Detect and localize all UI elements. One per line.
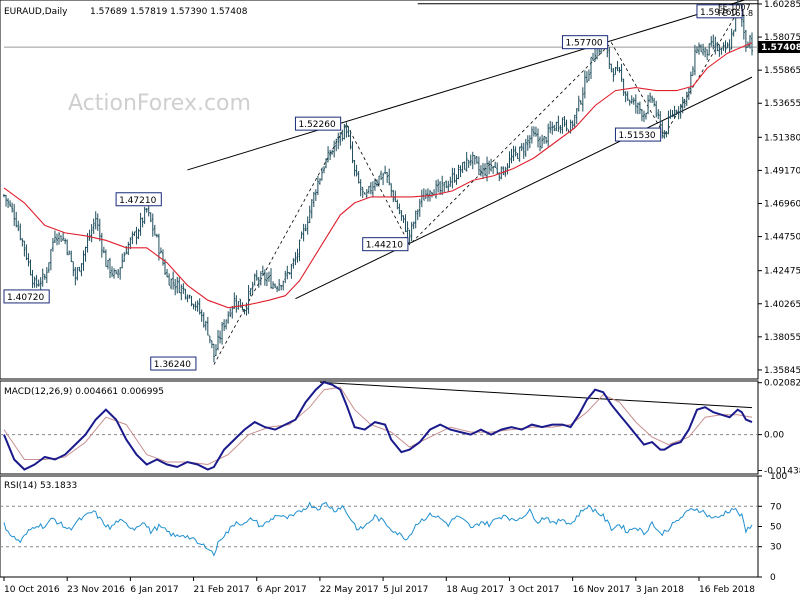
price-annotation-label: 1.51530 bbox=[618, 131, 655, 141]
price-annotation-label: 1.57700 bbox=[565, 39, 602, 49]
sma-line bbox=[3, 42, 753, 309]
y-tick-label: 50 bbox=[770, 523, 782, 533]
y-tick-label: -0.014386 bbox=[764, 466, 800, 476]
fib-extension-label: FE 161.8 bbox=[718, 9, 753, 18]
y-tick-label: 1.55865 bbox=[764, 66, 800, 76]
watermark-text: ActionForex.com bbox=[68, 91, 251, 116]
rsi-series-layer bbox=[0, 501, 758, 557]
price-annotation-box bbox=[115, 192, 162, 207]
y-tick-label: 1.51380 bbox=[764, 133, 800, 143]
price-annotation-label: 1.40720 bbox=[7, 293, 44, 303]
y-tick-label: 1.40265 bbox=[764, 300, 800, 310]
rsi-title: RSI(14) 53.1833 bbox=[4, 481, 77, 491]
last-price-tag-bg bbox=[758, 41, 800, 53]
x-axis: 10 Oct 2016 23 Nov 2016 6 Jan 2017 21 Feb 2… bbox=[3, 577, 755, 595]
chart-ohlc-label: 1.57689 1.57819 1.57390 1.57408 bbox=[90, 7, 248, 17]
price-annotation-label: 1.36240 bbox=[154, 360, 191, 370]
macd-trendline bbox=[319, 381, 753, 409]
price-annotation-box bbox=[150, 356, 197, 371]
y-tick-label: 0.00 bbox=[764, 431, 784, 441]
x-tick-label: 16 Nov 2017 bbox=[573, 585, 631, 595]
macd-pane: MACD(12,26,9) 0.004661 0.006995 0.020827… bbox=[0, 379, 800, 476]
y-tick-label: 1.38055 bbox=[764, 333, 800, 343]
y-tick-label: 1.46960 bbox=[764, 200, 800, 210]
x-tick-label: 16 Feb 2018 bbox=[699, 585, 755, 595]
x-tick-label: 3 Jan 2018 bbox=[636, 585, 684, 595]
price-annotation-box bbox=[561, 35, 609, 50]
chart-symbol-label: EURAUD,Daily bbox=[4, 7, 68, 17]
last-price-tag-text: 1.57408 bbox=[761, 43, 800, 53]
y-tick-label: 70 bbox=[770, 502, 782, 512]
price-annotation-box bbox=[294, 116, 342, 131]
price-annotation-label: 1.52260 bbox=[298, 120, 335, 130]
x-tick-label: 3 Oct 2017 bbox=[509, 585, 559, 595]
rsi-y-axis: 100 70 50 30 0 bbox=[758, 472, 787, 583]
fib-extension-label: FE 1007 bbox=[718, 3, 751, 12]
x-tick-label: 5 Jul 2017 bbox=[383, 585, 428, 595]
x-tick-label: 10 Oct 2016 bbox=[4, 585, 60, 595]
macd-series-layer bbox=[0, 381, 758, 471]
y-tick-label: 1.35845 bbox=[764, 366, 800, 376]
macd-y-axis: 0.020827 0.00 -0.014386 bbox=[758, 379, 800, 476]
y-tick-label: 30 bbox=[770, 543, 782, 553]
price-annotation-label: 1.44210 bbox=[366, 241, 403, 251]
zigzag-dashed-line bbox=[213, 11, 739, 365]
price-annotation-box bbox=[3, 289, 50, 304]
y-tick-label: 100 bbox=[770, 472, 787, 482]
x-tick-label: 22 May 2017 bbox=[320, 585, 379, 595]
y-tick-label: 1.42475 bbox=[764, 267, 800, 277]
y-tick-label: 0.020827 bbox=[764, 379, 800, 389]
x-tick-label: 6 Jan 2017 bbox=[130, 585, 178, 595]
rsi-line bbox=[3, 501, 753, 557]
main-y-axis: 1.60285 1.58075 1.55865 1.53655 1.51380 1.491… bbox=[758, 0, 800, 376]
x-tick-label: 23 Nov 2016 bbox=[67, 585, 125, 595]
price-annotation-box bbox=[696, 4, 743, 19]
macd-title: MACD(12,26,9) 0.004661 0.006995 bbox=[4, 387, 164, 397]
y-tick-label: 1.58075 bbox=[764, 33, 800, 43]
last-price-tag: 1.57408 bbox=[758, 41, 800, 53]
x-tick-label: 6 Apr 2017 bbox=[257, 585, 307, 595]
macd-main-line bbox=[3, 381, 753, 471]
channel-trendline bbox=[295, 76, 753, 300]
y-tick-label: 1.53655 bbox=[764, 99, 800, 109]
y-tick-label: 0 bbox=[770, 573, 776, 583]
y-tick-label: 1.49170 bbox=[764, 166, 800, 176]
y-tick-label: 1.44750 bbox=[764, 233, 800, 243]
rsi-pane-frame bbox=[0, 475, 759, 578]
price-annotation-box bbox=[362, 237, 409, 252]
price-annotation-label: 1.59760 bbox=[700, 8, 737, 18]
channel-trendline bbox=[187, 0, 747, 171]
main-pane-frame bbox=[0, 0, 759, 380]
x-tick-label: 18 Aug 2017 bbox=[446, 585, 504, 595]
x-tick-label: 21 Feb 2017 bbox=[194, 585, 250, 595]
main-series-layer: 1.47210 1.40720 1.36240 1.52260 1.44210 1.577… bbox=[3, 0, 758, 371]
price-annotation-label: 1.47210 bbox=[119, 196, 156, 206]
rsi-pane: RSI(14) 53.1833 100 70 50 30 0 bbox=[0, 472, 787, 583]
y-tick-label: 1.60285 bbox=[764, 0, 800, 10]
main-pane: EURAUD,Daily 1.57689 1.57819 1.57390 1.5… bbox=[0, 0, 800, 380]
macd-signal-line bbox=[3, 386, 753, 466]
price-annotation-box bbox=[614, 127, 662, 142]
